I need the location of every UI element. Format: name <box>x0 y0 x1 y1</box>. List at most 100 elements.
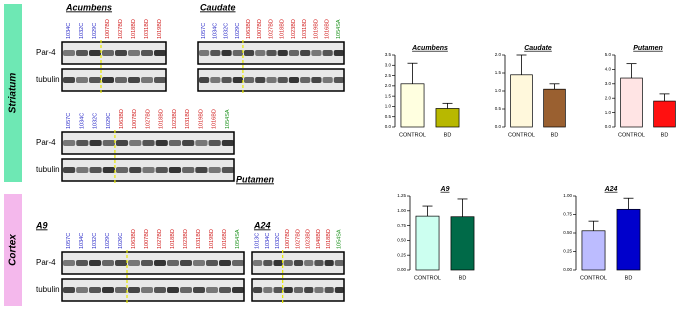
blot-title: Acumbens <box>65 2 112 12</box>
lane-label: 1013C <box>255 233 261 249</box>
x-tick-label: BD <box>551 132 559 138</box>
band <box>283 287 293 293</box>
y-tick-label: 0.50 <box>397 238 406 243</box>
band <box>253 260 263 266</box>
x-tick-label: CONTROL <box>580 275 607 281</box>
lane-label: 1018BD <box>170 229 176 249</box>
band <box>154 50 166 56</box>
band <box>115 140 129 146</box>
y-tick-label: 0.0 <box>495 124 502 129</box>
lane-label: 1019BD <box>198 109 204 129</box>
blot-title: Caudate <box>200 2 236 12</box>
row-label: Par-4 <box>36 258 56 267</box>
band <box>199 77 210 83</box>
band <box>168 167 182 173</box>
lane-label: 1016BD <box>212 109 218 129</box>
y-tick-label: 2.0 <box>605 95 612 100</box>
lane-label: 1054SA <box>336 229 342 249</box>
lane-label: 1018BD <box>280 19 286 39</box>
lane-label: 1029C <box>235 23 241 39</box>
y-tick-label: 0.75 <box>563 212 572 217</box>
lane-label: 1057C <box>66 233 72 249</box>
row-label: tubulin <box>36 75 60 84</box>
band <box>322 50 333 56</box>
band <box>243 77 255 83</box>
band <box>115 287 127 293</box>
x-tick-label: BD <box>661 132 669 138</box>
chart-title: A9 <box>440 186 450 193</box>
band <box>167 287 179 293</box>
y-tick-label: 0.5 <box>495 106 502 111</box>
band <box>277 50 288 56</box>
blot-title: Putamen <box>236 174 275 184</box>
lane-label: 1031BD <box>144 19 150 39</box>
lane-label: 1018BD <box>326 229 332 249</box>
bar <box>450 216 475 271</box>
y-tick-label: 1.0 <box>495 88 502 93</box>
band <box>208 140 221 146</box>
band <box>180 260 192 266</box>
band <box>206 260 218 266</box>
y-tick-label: 1.5 <box>495 70 502 75</box>
band <box>102 287 114 293</box>
blot-title: A24 <box>253 220 271 230</box>
band <box>304 260 314 266</box>
band <box>232 77 243 83</box>
band <box>76 287 88 293</box>
lane-label: 1027BD <box>295 229 301 249</box>
bar <box>653 100 676 128</box>
band <box>334 287 344 293</box>
band <box>193 260 205 266</box>
y-tick-label: 2.0 <box>385 83 392 88</box>
band <box>232 260 244 266</box>
chart-title: A24 <box>604 186 618 193</box>
lane-label: 1054SA <box>225 109 231 129</box>
y-tick-label: 0.0 <box>605 124 612 129</box>
band <box>63 50 75 56</box>
band <box>129 140 142 146</box>
lane-label: 1054SA <box>235 229 241 249</box>
band <box>195 140 208 146</box>
band <box>288 50 300 56</box>
bar <box>415 215 440 271</box>
region-label: Striatum <box>8 73 19 114</box>
lane-label: 1019BD <box>313 19 319 39</box>
band <box>63 167 76 173</box>
y-tick-label: 1.5 <box>385 93 392 98</box>
band <box>273 260 283 266</box>
band <box>266 50 277 56</box>
band <box>288 77 300 83</box>
lane-label: 1026C <box>118 233 124 249</box>
bar <box>543 88 566 128</box>
band <box>324 287 334 293</box>
y-tick-label: 3.0 <box>605 81 612 86</box>
band <box>63 77 75 83</box>
band <box>154 77 166 83</box>
band <box>155 167 168 173</box>
band <box>255 77 266 83</box>
lane-label: 1034C <box>66 23 72 39</box>
lane-label: 1007BD <box>132 109 138 129</box>
lane-label: 1018BD <box>131 19 137 39</box>
band <box>221 167 234 173</box>
band <box>199 50 210 56</box>
y-tick-label: 5.0 <box>605 52 612 57</box>
band <box>89 287 101 293</box>
y-tick-label: 0.25 <box>563 249 572 254</box>
band <box>210 50 221 56</box>
y-tick-label: 2.5 <box>385 73 392 78</box>
band <box>168 140 182 146</box>
bar <box>435 108 460 128</box>
band <box>180 287 192 293</box>
band <box>102 140 115 146</box>
band <box>255 50 266 56</box>
band <box>219 260 231 266</box>
band <box>334 260 344 266</box>
region-band <box>4 4 22 182</box>
chart-title: Putamen <box>633 45 663 52</box>
lane-label: 1007BD <box>105 19 111 39</box>
y-tick-label: 2.0 <box>495 52 502 57</box>
band <box>232 50 243 56</box>
lane-label: 1034C <box>212 23 218 39</box>
